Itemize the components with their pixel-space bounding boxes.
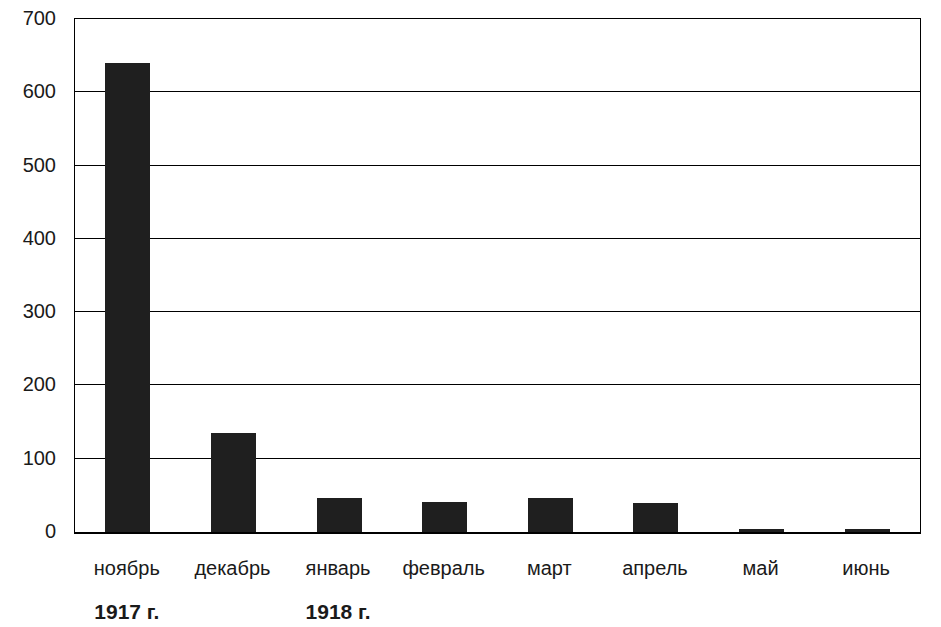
bar-февраль xyxy=(422,502,467,532)
x-tick-label-июнь: июнь xyxy=(813,557,919,580)
bar-март xyxy=(528,498,573,532)
gridline-300 xyxy=(75,311,920,312)
x-tick-label-апрель: апрель xyxy=(602,557,708,580)
y-tick-label-100: 100 xyxy=(0,447,56,469)
gridline-100 xyxy=(75,458,920,459)
bar-апрель xyxy=(633,503,678,532)
x-tick-label-январь: январь xyxy=(285,557,391,580)
y-tick-label-0: 0 xyxy=(0,520,56,542)
x-tick-label-май: май xyxy=(708,557,814,580)
gridline-200 xyxy=(75,384,920,385)
gridline-400 xyxy=(75,238,920,239)
gridline-600 xyxy=(75,91,920,92)
y-tick-label-300: 300 xyxy=(0,300,56,322)
x-tick-label-ноябрь: ноябрь xyxy=(74,557,180,580)
x-tick-label-февраль: февраль xyxy=(391,557,497,580)
y-tick-label-700: 700 xyxy=(0,7,56,29)
bar-май xyxy=(739,529,784,532)
x-tick-label-март: март xyxy=(497,557,603,580)
bar-chart-figure: 0 100 200 300 400 500 600 700 ноябрьдекабрьянва… xyxy=(0,0,941,627)
bar-декабрь xyxy=(211,433,256,532)
y-tick-label-200: 200 xyxy=(0,373,56,395)
year-label-1918 г.: 1918 г. xyxy=(285,600,391,624)
y-tick-label-500: 500 xyxy=(0,154,56,176)
bar-июнь xyxy=(845,529,890,532)
bar-ноябрь xyxy=(105,63,150,532)
bar-январь xyxy=(317,498,362,532)
year-label-1917 г.: 1917 г. xyxy=(74,600,180,624)
plot-area xyxy=(74,18,921,534)
gridline-500 xyxy=(75,165,920,166)
y-tick-label-600: 600 xyxy=(0,80,56,102)
x-tick-label-декабрь: декабрь xyxy=(180,557,286,580)
y-tick-label-400: 400 xyxy=(0,227,56,249)
